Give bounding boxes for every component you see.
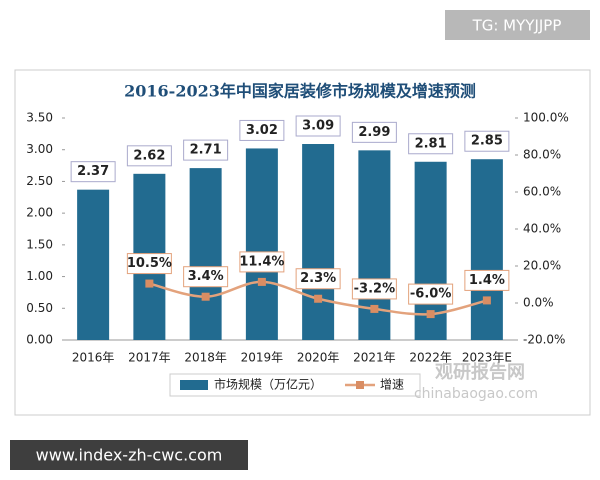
bar-label-box <box>351 121 397 143</box>
bar <box>77 189 110 340</box>
bar-label: 2.62 <box>133 148 165 163</box>
marker <box>201 292 210 301</box>
y-tick-label: 2.50 <box>26 174 53 188</box>
legend-label: 增速 <box>380 378 404 392</box>
bar <box>470 159 503 340</box>
line-label: 2.3% <box>300 271 336 286</box>
y-tick-label: 1.00 <box>26 269 53 283</box>
y2-tick-label: 40.0% <box>523 222 561 236</box>
bar-label: 2.37 <box>77 164 109 179</box>
x-tick-label: 2021年 <box>353 351 396 365</box>
chart-title: 2016-2023年中国家居装修市场规模及增速预测 <box>124 82 476 101</box>
marker <box>145 279 154 288</box>
x-tick-label: 2023年E <box>462 351 512 365</box>
bar-label-box <box>295 115 341 137</box>
y-tick-label: 3.00 <box>26 142 53 156</box>
marker <box>426 310 435 319</box>
watermark-box <box>10 440 248 470</box>
marker <box>314 294 323 303</box>
bar-label: 2.71 <box>190 143 222 158</box>
watermark: 观研报告网 <box>435 361 525 383</box>
y2-tick-label: 100.0% <box>523 111 569 125</box>
x-tick-label: 2022年 <box>409 351 452 365</box>
y2-tick-label: 80.0% <box>523 148 561 162</box>
y2-tick-label: 0.0% <box>523 296 554 310</box>
y-tick-label: 3.50 <box>26 111 53 125</box>
bar <box>245 148 278 340</box>
y-tick-label: 0.50 <box>26 301 53 315</box>
bar-label: 2.99 <box>358 125 390 140</box>
legend-label: 市场规模（万亿元） <box>214 377 322 392</box>
bar-label: 3.02 <box>246 123 278 138</box>
bar-label-box <box>464 130 510 152</box>
line-label-box <box>295 268 341 290</box>
bar-label-box <box>239 119 285 141</box>
line-label: -3.2% <box>354 281 395 296</box>
y-tick-label: 0.00 <box>26 333 53 347</box>
marker <box>370 304 379 313</box>
watermark-box <box>445 10 590 40</box>
legend-swatch <box>180 380 208 390</box>
bar <box>302 144 335 340</box>
bar-label: 3.09 <box>302 119 334 134</box>
y-tick-label: 1.50 <box>26 237 53 251</box>
line-label: 11.4% <box>239 254 284 269</box>
line-label-box <box>239 251 285 273</box>
line-label-box <box>464 269 510 291</box>
line-label: 10.5% <box>127 256 172 271</box>
line-label-box <box>126 253 172 275</box>
line-label: -6.0% <box>410 287 451 302</box>
line-label-box <box>408 283 454 305</box>
x-tick-label: 2017年 <box>128 351 171 365</box>
marker <box>482 296 491 305</box>
x-tick-label: 2019年 <box>241 351 284 365</box>
line-label: 1.4% <box>469 273 505 288</box>
y2-tick-label: 60.0% <box>523 185 561 199</box>
y-tick-label: 2.00 <box>26 206 53 220</box>
bar-label-box <box>126 145 172 167</box>
y2-tick-label: 20.0% <box>523 259 561 273</box>
line-label-box <box>351 278 397 300</box>
watermark: www.index-zh-cwc.com <box>36 446 223 465</box>
line-label: 3.4% <box>188 269 224 284</box>
bar-label: 2.85 <box>471 134 503 149</box>
bar-label-box <box>183 139 229 161</box>
bar-label-box <box>408 133 454 155</box>
watermark: chinabaogao.com <box>414 386 538 402</box>
x-tick-label: 2016年 <box>72 351 115 365</box>
bar <box>189 168 222 340</box>
line-label-box <box>183 266 229 288</box>
x-tick-label: 2020年 <box>297 351 340 365</box>
x-tick-label: 2018年 <box>184 351 227 365</box>
marker <box>257 277 266 286</box>
bar-label: 2.81 <box>415 136 447 151</box>
legend-swatch <box>356 381 364 389</box>
bar-label-box <box>70 161 116 183</box>
watermark: TG: MYYJJPP <box>472 17 562 35</box>
legend-frame <box>169 373 421 397</box>
y2-tick-label: -20.0% <box>523 333 565 347</box>
